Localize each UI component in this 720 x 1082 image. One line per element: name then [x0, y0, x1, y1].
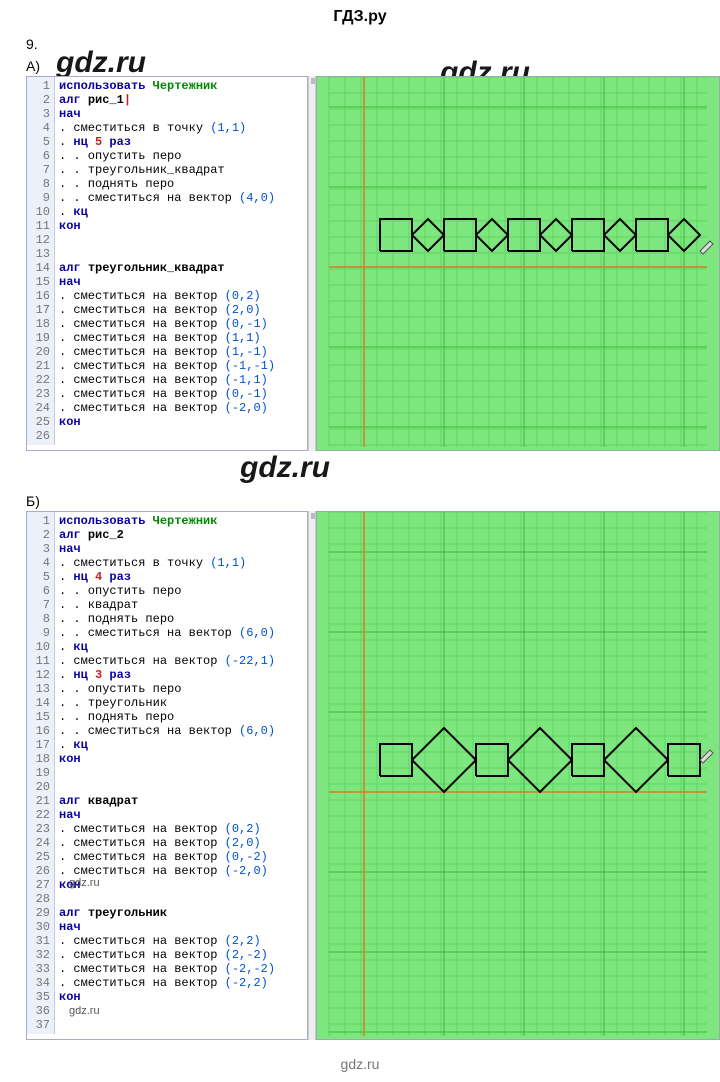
code-panel-b: 1234567891011121314151617181920212223242…	[26, 511, 308, 1040]
drawing-canvas-b	[317, 512, 719, 1036]
small-wm-2: gdz.ru	[69, 1005, 100, 1017]
code-panel-a: 1234567891011121314151617181920212223242…	[26, 76, 308, 451]
site-header: ГДЗ.ру	[0, 0, 720, 30]
splitter-b[interactable]	[308, 511, 316, 1040]
watermark-mid: gdz.ru	[240, 451, 330, 485]
part-a-label: А) gdz.ru	[0, 54, 720, 76]
site-footer: gdz.ru	[0, 1046, 720, 1082]
page: ГДЗ.ру 9. А) gdz.ru gdz.ru 1234567891011…	[0, 0, 720, 1082]
grip-icon	[311, 78, 315, 84]
section-b: gdz.ru 123456789101112131415161718192021…	[0, 511, 720, 1046]
drawing-canvas-a	[317, 77, 719, 447]
small-wm-1: gdz.ru	[69, 877, 100, 889]
line-gutter-b: 1234567891011121314151617181920212223242…	[27, 512, 55, 1034]
mid-spacer: gdz.ru	[0, 457, 720, 489]
part-b-text: Б)	[26, 493, 40, 509]
code-lines-b[interactable]: использовать Чертежникалг рис_2нач. смес…	[55, 512, 279, 1034]
part-b-label: Б)	[0, 489, 720, 511]
code-lines-a[interactable]: использовать Чертежникалг рис_1|нач. сме…	[55, 77, 279, 445]
grip-icon	[311, 513, 315, 519]
question-number: 9.	[0, 30, 720, 54]
splitter-a[interactable]	[308, 76, 316, 451]
part-a-text: А)	[26, 58, 40, 74]
canvas-b[interactable]	[316, 511, 720, 1040]
canvas-a[interactable]	[316, 76, 720, 451]
section-a: gdz.ru 123456789101112131415161718192021…	[0, 76, 720, 457]
line-gutter-a: 1234567891011121314151617181920212223242…	[27, 77, 55, 445]
